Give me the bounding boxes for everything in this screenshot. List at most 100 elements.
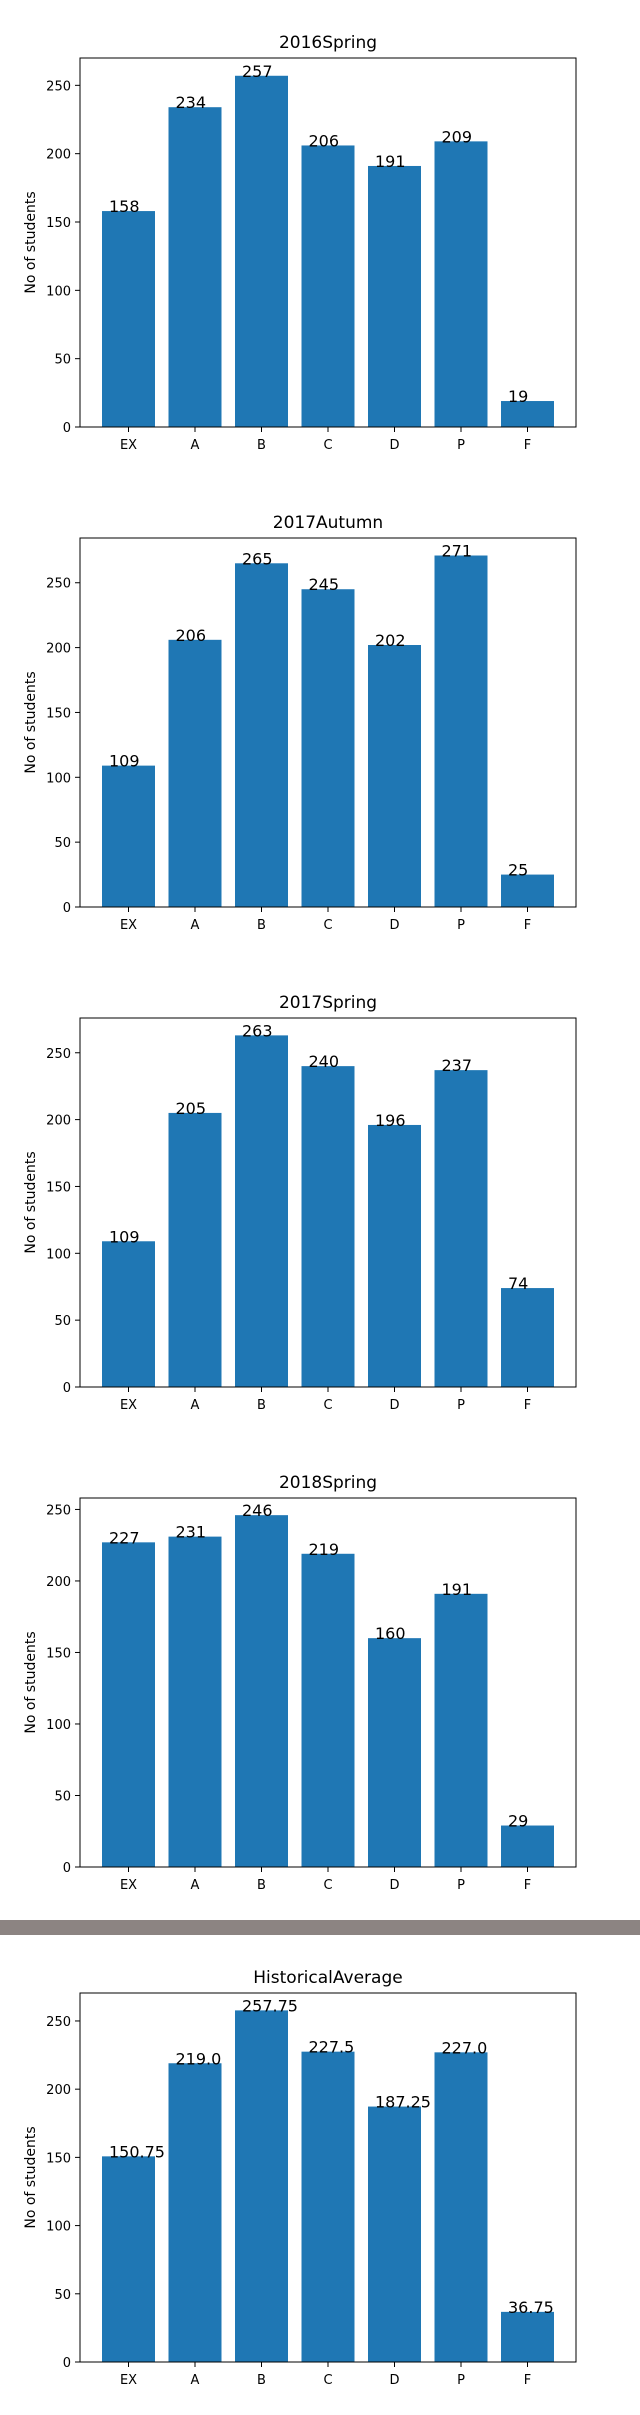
chart-title: HistoricalAverage (253, 1968, 402, 1988)
bar-EX (102, 211, 155, 427)
x-tick-label: P (457, 1398, 465, 1413)
x-tick-label: C (323, 2373, 332, 2388)
data-label: 245 (309, 575, 340, 594)
bar-C (301, 1553, 355, 1867)
x-tick-label: D (389, 1878, 399, 1893)
bar-F (501, 2311, 554, 2362)
bar-B (235, 563, 288, 907)
y-tick-label: 150 (46, 706, 71, 721)
y-tick-label: 150 (46, 216, 71, 231)
data-label: 234 (176, 93, 207, 112)
x-tick-label: P (457, 918, 465, 933)
bar-chart-2: 2017Spring No of students 109 EX 205 A 263 B 240… (23, 993, 577, 1413)
y-tick-label: 200 (46, 2083, 71, 2098)
bar-chart-1: 2017Autumn No of students 109 EX 206 A 265 B 245… (23, 513, 577, 933)
x-tick-label: EX (120, 918, 137, 933)
data-label: 29 (508, 1812, 528, 1831)
x-tick-label: B (257, 438, 266, 453)
x-tick-label: D (389, 918, 399, 933)
bar-chart-3: 2018Spring No of students 227 EX 231 A 246 B 219… (23, 1473, 577, 1893)
bar-A (168, 1112, 222, 1387)
bar-C (301, 2051, 355, 2362)
data-label: 191 (442, 1580, 473, 1599)
y-tick-label: 50 (54, 1314, 71, 1329)
y-tick-label: 50 (54, 353, 71, 368)
data-label: 150.75 (109, 2142, 165, 2161)
y-axis-label: No of students (23, 191, 39, 293)
data-label: 206 (176, 626, 207, 645)
y-tick-label: 250 (46, 79, 71, 94)
bar-P (434, 1593, 488, 1867)
bar-EX (102, 1542, 155, 1867)
bar-F (501, 874, 554, 907)
plot-frame (79, 1017, 577, 1388)
x-tick-label: EX (120, 1398, 137, 1413)
data-label: 257.75 (242, 1996, 298, 2015)
data-label: 257 (242, 62, 273, 81)
bar-B (235, 2010, 288, 2362)
bar-A (168, 107, 222, 427)
data-label: 187.25 (375, 2093, 431, 2112)
bar-P (434, 141, 488, 427)
y-axis-label: No of students (23, 671, 39, 773)
data-label: 209 (442, 127, 473, 146)
bar-D (368, 2106, 421, 2362)
chart-title: 2017Spring (279, 993, 377, 1013)
data-label: 227.5 (309, 2038, 355, 2057)
x-tick-label: C (323, 1398, 332, 1413)
bar-D (368, 1124, 421, 1387)
bar-A (168, 1536, 222, 1867)
x-tick-label: C (323, 438, 332, 453)
x-tick-label: B (257, 1878, 266, 1893)
data-label: 74 (508, 1274, 528, 1293)
data-label: 206 (309, 131, 340, 150)
bar-A (168, 2063, 222, 2362)
y-tick-label: 200 (46, 642, 71, 657)
y-tick-label: 50 (54, 1789, 71, 1804)
data-label: 265 (242, 549, 273, 568)
y-tick-label: 150 (46, 1646, 71, 1661)
y-tick-label: 250 (46, 2015, 71, 2030)
data-label: 219 (309, 1540, 340, 1559)
y-tick-label: 0 (63, 2356, 71, 2371)
data-label: 205 (176, 1099, 207, 1118)
y-tick-label: 250 (46, 1503, 71, 1518)
bar-D (368, 1638, 421, 1867)
x-tick-label: EX (120, 438, 137, 453)
data-label: 240 (309, 1052, 340, 1071)
y-axis-label: No of students (23, 2126, 39, 2228)
x-tick-label: D (389, 2373, 399, 2388)
data-label: 109 (109, 1227, 140, 1246)
data-label: 202 (375, 631, 406, 650)
y-tick-label: 100 (46, 1718, 71, 1733)
bar-C (301, 145, 355, 427)
x-tick-label: A (191, 918, 200, 933)
x-tick-label: C (323, 1878, 332, 1893)
x-tick-label: F (524, 1878, 531, 1893)
bar-D (368, 165, 421, 427)
x-tick-label: EX (120, 1878, 137, 1893)
bar-chart-0: 2016Spring No of students 158 EX 234 A 257 B 206… (23, 33, 577, 453)
y-axis-label: No of students (23, 1631, 39, 1733)
bar-B (235, 1515, 288, 1867)
y-tick-label: 100 (46, 284, 71, 299)
bar-P (434, 2052, 488, 2362)
y-tick-label: 0 (63, 901, 71, 916)
data-label: 160 (375, 1624, 406, 1643)
bar-F (501, 401, 554, 427)
bar-A (168, 639, 222, 907)
y-tick-label: 100 (46, 2220, 71, 2235)
plot-frame (79, 1497, 577, 1868)
x-tick-label: D (389, 1398, 399, 1413)
y-tick-label: 200 (46, 1114, 71, 1129)
x-tick-label: A (191, 2373, 200, 2388)
x-tick-label: A (191, 1878, 200, 1893)
y-tick-label: 250 (46, 1047, 71, 1062)
data-label: 227.0 (442, 2038, 488, 2057)
chart-title: 2018Spring (279, 1473, 377, 1493)
bar-F (501, 1825, 554, 1867)
y-tick-label: 150 (46, 2151, 71, 2166)
y-tick-label: 50 (54, 836, 71, 851)
bar-EX (102, 1241, 155, 1387)
bar-B (235, 75, 288, 428)
